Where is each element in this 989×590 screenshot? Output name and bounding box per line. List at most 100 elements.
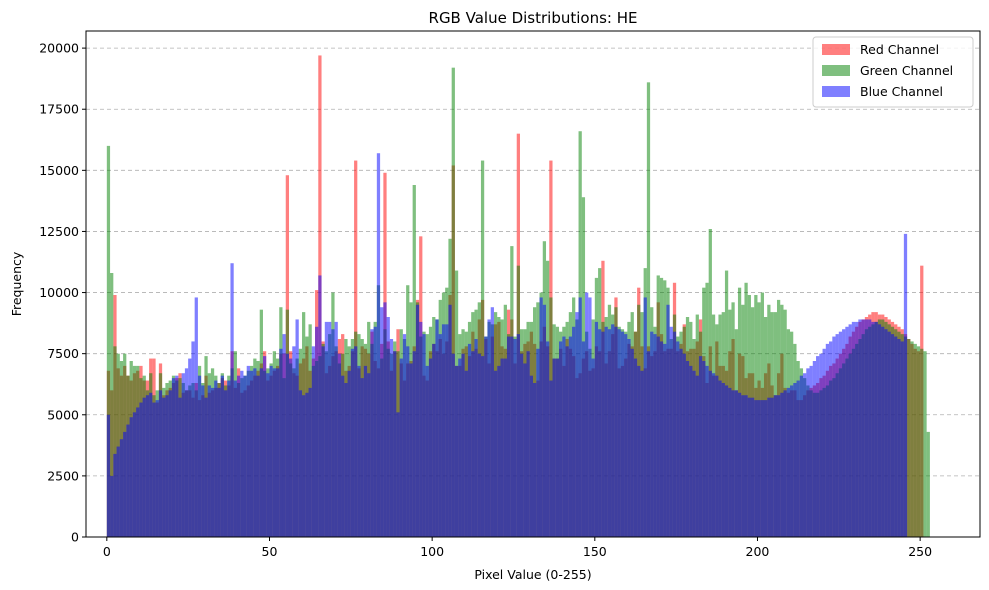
bar (435, 319, 439, 537)
bar (526, 351, 530, 537)
bar (302, 395, 306, 537)
bar (523, 363, 527, 537)
bar (653, 334, 657, 537)
bar (604, 326, 608, 537)
bar (770, 397, 774, 537)
bar (383, 302, 387, 537)
bar (334, 321, 338, 537)
bar (354, 346, 358, 537)
x-tick-label: 150 (583, 544, 607, 559)
bar (149, 392, 153, 537)
bar (240, 370, 244, 537)
bar (594, 321, 599, 537)
bar (624, 334, 628, 537)
bar (790, 385, 794, 537)
bar (337, 353, 342, 537)
bar (705, 365, 709, 537)
bar (295, 319, 299, 537)
bar (562, 336, 566, 537)
bar (903, 233, 908, 537)
bar (275, 368, 280, 537)
bar (546, 341, 550, 537)
bar (640, 370, 644, 537)
bar (419, 321, 423, 537)
bar (897, 339, 901, 537)
bar (162, 397, 166, 537)
bar (217, 387, 221, 537)
bar (246, 365, 250, 537)
bar (451, 67, 455, 538)
bar (685, 361, 690, 537)
bar (285, 353, 290, 537)
bar (910, 341, 914, 537)
bar (477, 353, 481, 537)
x-tick-label: 0 (103, 544, 111, 559)
bar (760, 400, 764, 537)
bar (178, 397, 182, 537)
bar (890, 334, 895, 537)
bar (490, 307, 494, 537)
legend-swatch (822, 65, 850, 76)
bar (110, 475, 114, 537)
bar (926, 431, 930, 537)
bar (724, 385, 729, 537)
legend-swatch (822, 86, 850, 97)
bar (848, 324, 852, 537)
bar (575, 312, 579, 537)
bar (363, 365, 368, 537)
bar (692, 370, 696, 537)
bar (318, 275, 322, 537)
bar (539, 297, 543, 537)
bar (874, 321, 878, 537)
bar (881, 326, 885, 537)
bar (441, 324, 446, 537)
bar (113, 453, 117, 537)
bar (851, 321, 856, 537)
y-axis-ticks: 0 2500 5000 7500 10000 12500 15000 17500 20000 (39, 41, 86, 545)
legend-label: Green Channel (860, 63, 953, 78)
bar (711, 373, 716, 537)
bar (773, 395, 777, 537)
bar (341, 375, 345, 537)
bar (842, 329, 846, 537)
bar (581, 341, 586, 537)
bar (529, 375, 533, 537)
bar (663, 343, 667, 537)
bar (510, 336, 514, 537)
bar (406, 346, 410, 537)
bar (386, 317, 390, 537)
bar (126, 424, 130, 537)
bar (708, 370, 712, 537)
bar (315, 326, 319, 537)
bar (474, 339, 478, 537)
bar (728, 387, 732, 537)
bar (503, 358, 507, 537)
bar (223, 390, 228, 537)
y-tick-label: 7500 (47, 346, 79, 361)
bar (155, 400, 159, 537)
bar (585, 292, 589, 537)
bar (591, 358, 595, 537)
bar (464, 370, 468, 537)
bar (380, 307, 384, 537)
bar (786, 387, 791, 537)
legend-label: Red Channel (860, 42, 939, 57)
bar (819, 353, 823, 537)
bar (731, 390, 735, 537)
bar (650, 331, 654, 537)
bar (139, 402, 143, 537)
bar (438, 334, 442, 537)
bar (763, 400, 768, 537)
bar (194, 297, 198, 537)
bar (838, 331, 843, 537)
bar (214, 380, 218, 537)
bar (656, 336, 660, 537)
bar (565, 346, 569, 537)
bar (201, 385, 205, 537)
bar (298, 390, 303, 537)
legend-label: Blue Channel (860, 84, 943, 99)
bar (269, 365, 273, 537)
y-tick-label: 0 (71, 530, 79, 545)
bar (555, 358, 560, 537)
